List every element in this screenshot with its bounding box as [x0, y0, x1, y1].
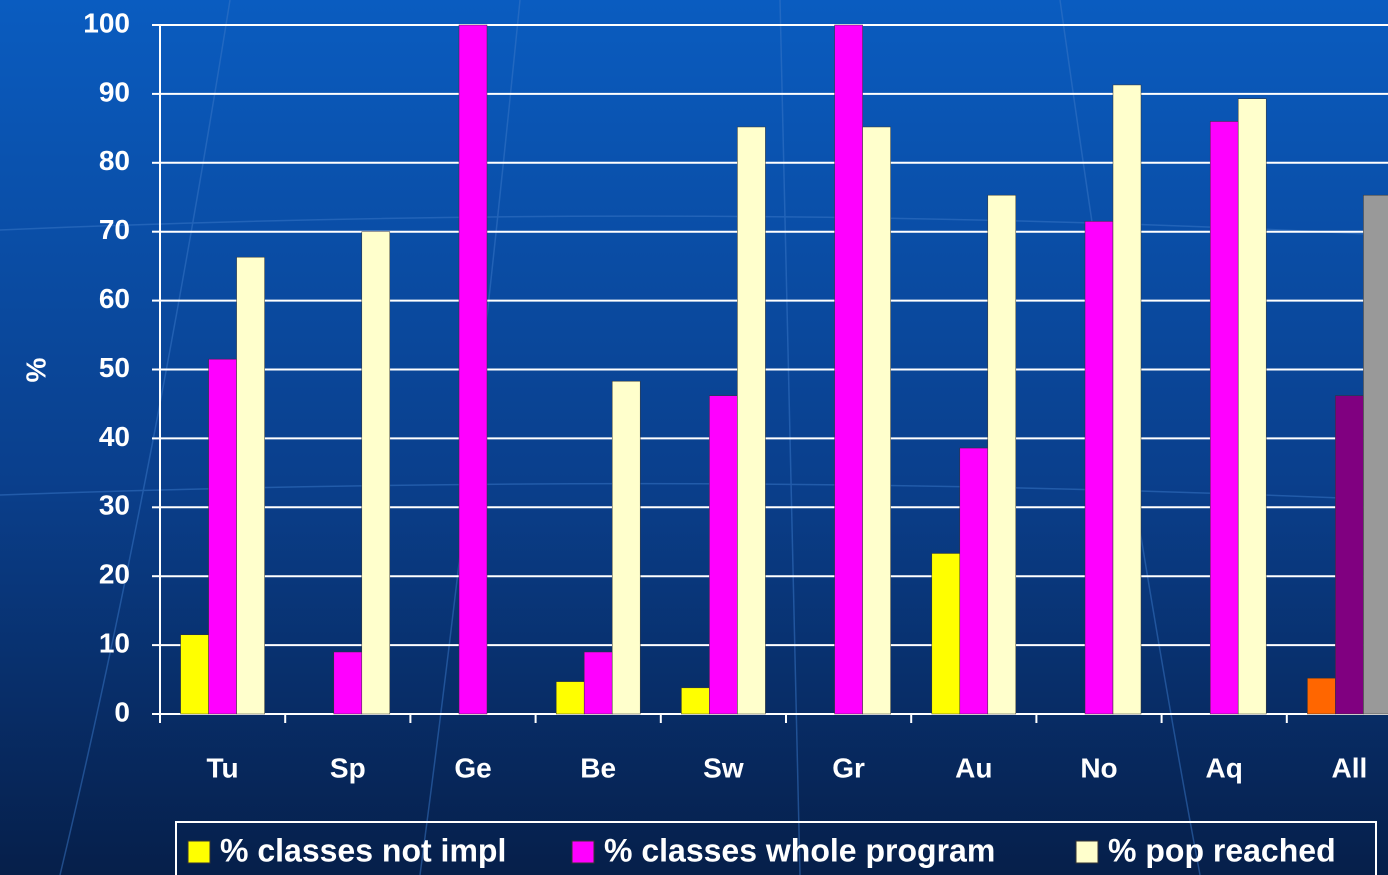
legend-box: [175, 821, 1377, 875]
y-tick-label: 10: [99, 627, 130, 658]
x-tick-label: Sp: [330, 752, 366, 783]
bar: [458, 24, 488, 715]
bar: [1363, 194, 1388, 715]
x-tick-label: Be: [580, 752, 616, 783]
legend-label: % classes not impl: [220, 832, 506, 868]
bar: [236, 256, 265, 715]
x-tick-label: Ge: [454, 752, 491, 783]
y-tick-label: 100: [83, 7, 130, 38]
bar: [555, 681, 585, 715]
legend-label: % classes whole program: [604, 832, 995, 868]
bar: [1209, 121, 1239, 715]
y-tick-label: 50: [99, 352, 130, 383]
y-tick-label: 80: [99, 145, 130, 176]
bar: [737, 126, 766, 715]
legend-swatch: [1075, 840, 1099, 864]
y-tick-label: 0: [114, 696, 130, 727]
bar: [862, 126, 891, 715]
x-tick-label: No: [1080, 752, 1117, 783]
bar: [709, 395, 738, 715]
bar: [333, 651, 363, 715]
y-tick-label: 60: [99, 283, 130, 314]
bar: [361, 231, 391, 715]
y-tick-label: 70: [99, 214, 130, 245]
x-tick-label: Tu: [207, 752, 239, 783]
bar: [834, 24, 863, 715]
bar: [1112, 84, 1142, 715]
bar: [1084, 221, 1114, 715]
bar: [1335, 395, 1364, 715]
bar: [959, 447, 989, 715]
x-tick-label: Gr: [832, 752, 865, 783]
x-tick-label: Aq: [1206, 752, 1243, 783]
legend-label: % pop reached: [1108, 832, 1336, 868]
legend-swatch: [187, 840, 211, 864]
y-tick-label: 20: [99, 559, 130, 590]
bar: [1237, 98, 1267, 715]
bar: [180, 634, 209, 715]
y-tick-label: 40: [99, 421, 130, 452]
bar: [987, 194, 1017, 715]
y-tick-label: 30: [99, 490, 130, 521]
bar: [931, 553, 961, 715]
x-tick-label: All: [1332, 752, 1368, 783]
bar: [1307, 677, 1336, 715]
bar: [611, 380, 641, 715]
bar: [681, 687, 710, 715]
y-axis-label: %: [20, 357, 51, 382]
bar: [208, 358, 237, 715]
y-tick-label: 90: [99, 76, 130, 107]
x-tick-label: Au: [955, 752, 992, 783]
x-tick-label: Sw: [703, 752, 744, 783]
legend-swatch: [571, 840, 595, 864]
bar: [583, 651, 613, 715]
